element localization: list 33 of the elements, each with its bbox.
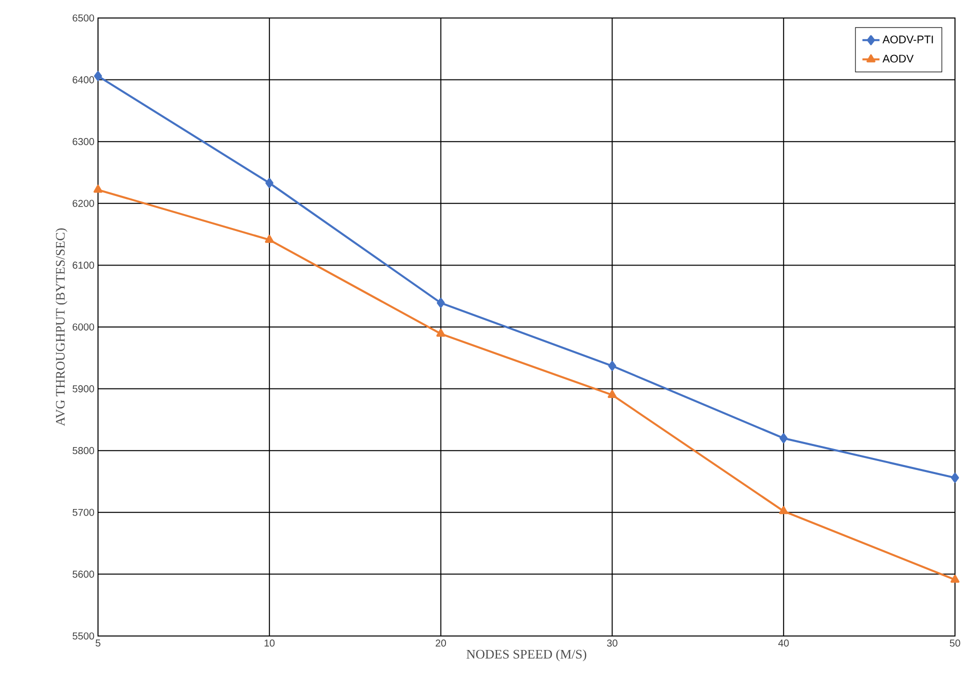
x-tick-label: 30 bbox=[607, 640, 618, 647]
y-tick-label: 5900 bbox=[72, 385, 94, 392]
point bbox=[265, 178, 274, 188]
x-axis-title: NODES SPEED (M/S) bbox=[466, 649, 586, 662]
point bbox=[436, 328, 446, 337]
point bbox=[780, 433, 788, 444]
y-axis-title: AVG THROUGHPUT (BYTES/SEC) bbox=[56, 228, 68, 426]
x-tick-label: 20 bbox=[436, 640, 446, 647]
point bbox=[608, 360, 616, 371]
y-tick-label: 6400 bbox=[72, 76, 94, 84]
legend-label: AODV-PTI bbox=[882, 36, 933, 44]
y-tick-label: 5800 bbox=[72, 447, 94, 454]
y-tick-label: 6500 bbox=[72, 14, 94, 22]
point bbox=[950, 574, 960, 583]
y-tick-label: 5600 bbox=[72, 570, 94, 578]
y-tick-label: 5700 bbox=[72, 508, 94, 516]
legend-label: AODV bbox=[882, 54, 914, 63]
x-tick-label: 50 bbox=[950, 640, 960, 647]
y-tick-label: 6000 bbox=[72, 323, 94, 331]
point bbox=[436, 298, 445, 308]
y-tick-label: 6300 bbox=[72, 138, 94, 146]
point bbox=[779, 506, 788, 514]
x-tick-label: 5 bbox=[96, 640, 100, 646]
point bbox=[950, 472, 959, 483]
point bbox=[608, 390, 617, 398]
point bbox=[94, 184, 102, 193]
x-tick-label: 10 bbox=[264, 640, 275, 647]
y-tick-label: 6100 bbox=[72, 262, 94, 269]
point bbox=[264, 234, 274, 243]
y-tick-label: 6200 bbox=[72, 200, 94, 207]
x-tick-label: 40 bbox=[778, 640, 789, 647]
point bbox=[94, 71, 102, 82]
y-tick-label: 5500 bbox=[72, 632, 94, 640]
